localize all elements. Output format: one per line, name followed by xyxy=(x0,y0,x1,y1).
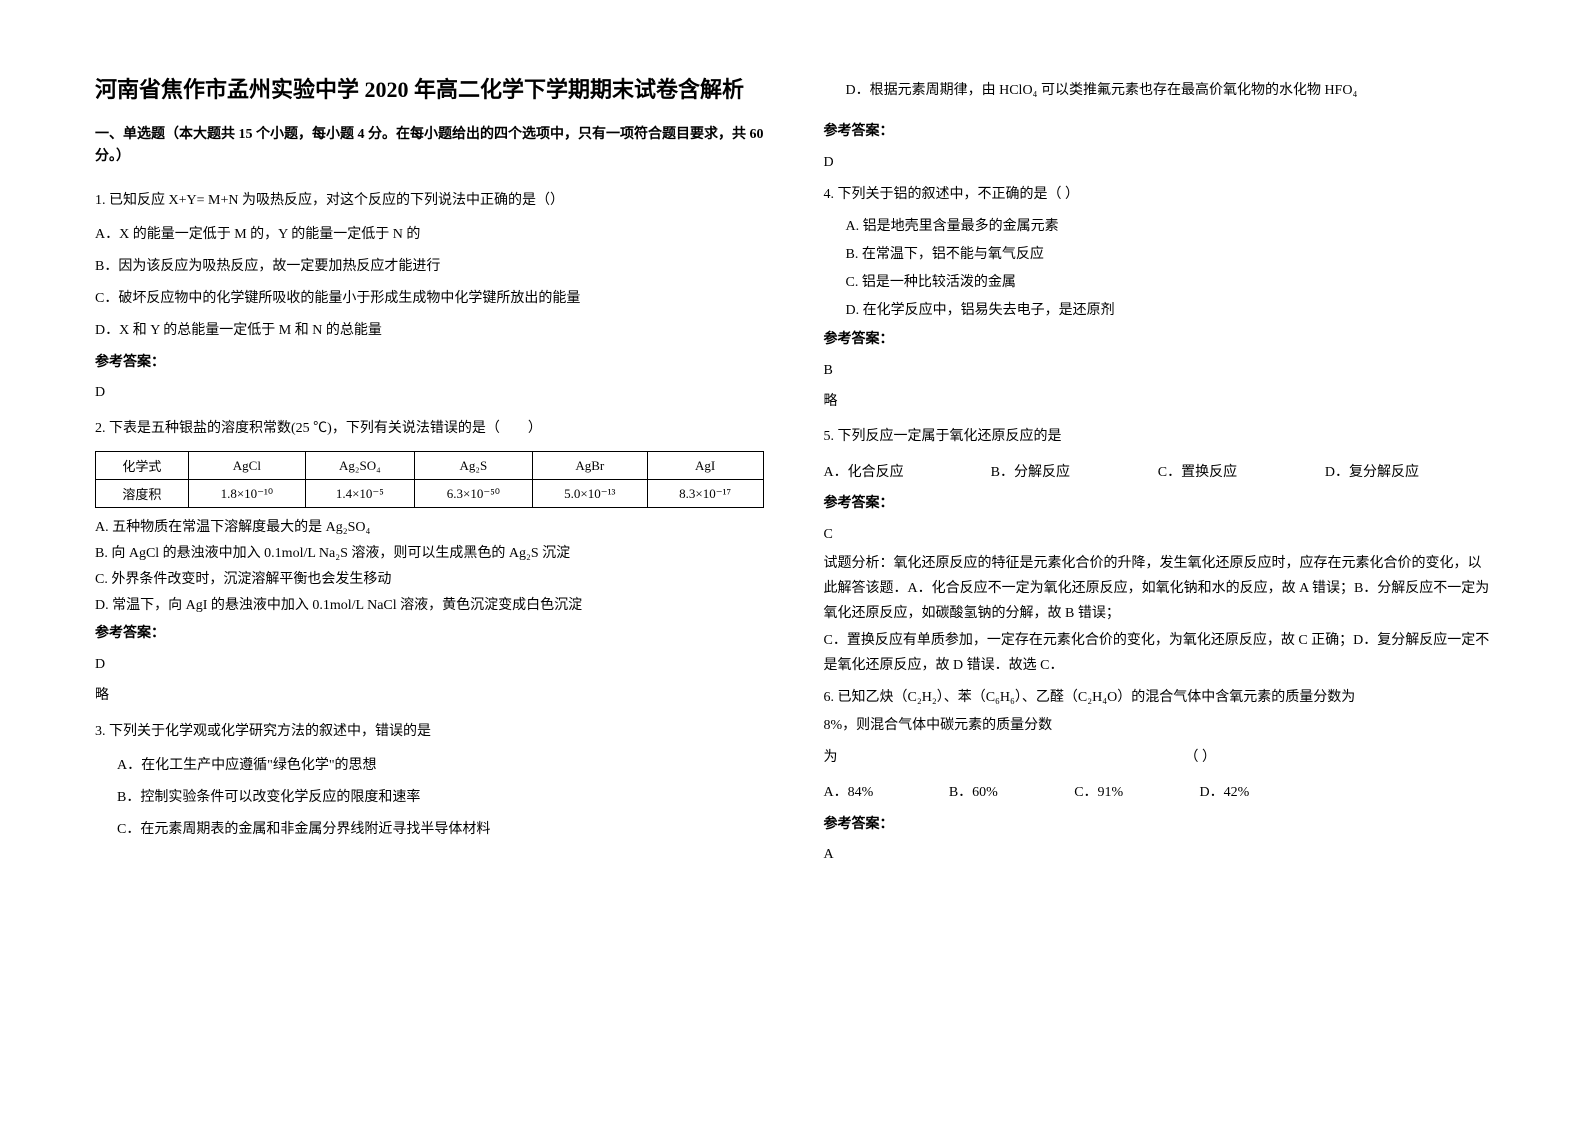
q4-answer: B xyxy=(824,356,1493,387)
table-cell: 1.4×10⁻⁵ xyxy=(305,480,414,508)
answer-label: 参考答案： xyxy=(95,348,764,379)
q4-opt-c: C. 铝是一种比较活泼的金属 xyxy=(824,269,1493,297)
table-row: 化学式 AgCl Ag₂SO₄ Ag₂S AgBr AgI xyxy=(96,452,764,480)
question-4: 4. 下列关于铝的叙述中，不正确的是（ ） A. 铝是地壳里含量最多的金属元素 … xyxy=(824,179,1493,418)
q6-opt-b: B．60% xyxy=(949,776,1074,810)
q6-answer: A xyxy=(824,840,1493,871)
table-cell: 6.3×10⁻⁵⁰ xyxy=(414,480,532,508)
q1-opt-c: C．破坏反应物中的化学键所吸收的能量小于形成生成物中化学键所放出的能量 xyxy=(95,283,764,315)
question-5: 5. 下列反应一定属于氧化还原反应的是 A．化合反应 B．分解反应 C．置换反应… xyxy=(824,421,1493,680)
table-cell: 溶度积 xyxy=(96,480,189,508)
q6-stem-1: 6. 已知乙炔（C₂H₂）、苯（C₆H₆）、乙醛（C₂H₄O）的混合气体中含氧元… xyxy=(824,685,1493,712)
q2-opt-a: A. 五种物质在常温下溶解度最大的是 Ag₂SO₄ xyxy=(95,516,764,540)
answer-label: 参考答案： xyxy=(824,489,1493,520)
table-cell: 1.8×10⁻¹⁰ xyxy=(188,480,305,508)
q3-answer: D xyxy=(824,148,1493,179)
q3-opt-b: B．控制实验条件可以改变化学反应的限度和速率 xyxy=(95,782,764,814)
q3-stem: 3. 下列关于化学观或化学研究方法的叙述中，错误的是 xyxy=(95,716,764,748)
q2-brief: 略 xyxy=(95,681,764,712)
q4-opt-b: B. 在常温下，铝不能与氧气反应 xyxy=(824,241,1493,269)
q5-answer: C xyxy=(824,520,1493,551)
q6-stem-3-row: 为 （ ） xyxy=(824,742,1493,774)
exam-title: 河南省焦作市孟州实验中学 2020 年高二化学下学期期末试卷含解析 xyxy=(95,75,764,106)
answer-label: 参考答案： xyxy=(824,325,1493,356)
table-cell: AgI xyxy=(647,452,763,480)
q5-explain-1: 试题分析：氧化还原反应的特征是元素化合价的升降，发生氧化还原反应时，应存在元素化… xyxy=(824,551,1493,627)
q3-opt-d: D．根据元素周期律，由 HClO₄ 可以类推氟元素也存在最高价氧化物的水化物 H… xyxy=(824,75,1493,107)
section-description: 一、单选题（本大题共 15 个小题，每小题 4 分。在每小题给出的四个选项中，只… xyxy=(95,124,764,169)
table-cell: 8.3×10⁻¹⁷ xyxy=(647,480,763,508)
q6-options-row: A．84% B．60% C．91% D．42% xyxy=(824,776,1325,810)
left-column: 河南省焦作市孟州实验中学 2020 年高二化学下学期期末试卷含解析 一、单选题（… xyxy=(95,75,764,1047)
q6-stem-3: 为 xyxy=(824,742,1185,774)
q2-stem: 2. 下表是五种银盐的溶度积常数(25 ℃)，下列有关说法错误的是（ ） xyxy=(95,413,764,445)
q4-opt-d: D. 在化学反应中，铝易失去电子，是还原剂 xyxy=(824,297,1493,325)
q3-opt-c: C．在元素周期表的金属和非金属分界线附近寻找半导体材料 xyxy=(95,814,764,846)
question-6: 6. 已知乙炔（C₂H₂）、苯（C₆H₆）、乙醛（C₂H₄O）的混合气体中含氧元… xyxy=(824,685,1493,872)
q5-stem: 5. 下列反应一定属于氧化还原反应的是 xyxy=(824,421,1493,453)
q6-blank: （ ） xyxy=(1184,742,1216,774)
answer-label: 参考答案： xyxy=(95,619,764,650)
q3-opt-a: A．在化工生产中应遵循"绿色化学"的思想 xyxy=(95,750,764,782)
q1-opt-d: D．X 和 Y 的总能量一定低于 M 和 N 的总能量 xyxy=(95,315,764,347)
q1-opt-b: B．因为该反应为吸热反应，故一定要加热反应才能进行 xyxy=(95,251,764,283)
q6-stem-2: 8%，则混合气体中碳元素的质量分数 xyxy=(824,713,1493,740)
q5-opt-a: A．化合反应 xyxy=(824,456,991,490)
q1-stem: 1. 已知反应 X+Y= M+N 为吸热反应，对这个反应的下列说法中正确的是（） xyxy=(95,185,764,217)
table-cell: AgBr xyxy=(532,452,647,480)
q1-answer: D xyxy=(95,378,764,409)
table-row: 溶度积 1.8×10⁻¹⁰ 1.4×10⁻⁵ 6.3×10⁻⁵⁰ 5.0×10⁻… xyxy=(96,480,764,508)
q5-opt-b: B．分解反应 xyxy=(991,456,1158,490)
q5-options-row: A．化合反应 B．分解反应 C．置换反应 D．复分解反应 xyxy=(824,456,1493,490)
question-3: 3. 下列关于化学观或化学研究方法的叙述中，错误的是 A．在化工生产中应遵循"绿… xyxy=(95,716,764,847)
q5-explain-2: C．置换反应有单质参加，一定存在元素化合价的变化，为氧化还原反应，故 C 正确；… xyxy=(824,628,1493,678)
q4-opt-a: A. 铝是地壳里含量最多的金属元素 xyxy=(824,213,1493,241)
answer-label: 参考答案： xyxy=(824,117,1493,148)
table-cell: Ag₂S xyxy=(414,452,532,480)
right-column: D．根据元素周期律，由 HClO₄ 可以类推氟元素也存在最高价氧化物的水化物 H… xyxy=(824,75,1493,1047)
solubility-table: 化学式 AgCl Ag₂SO₄ Ag₂S AgBr AgI 溶度积 1.8×10… xyxy=(95,451,764,508)
q4-brief: 略 xyxy=(824,387,1493,418)
q1-opt-a: A．X 的能量一定低于 M 的，Y 的能量一定低于 N 的 xyxy=(95,219,764,251)
q6-opt-d: D．42% xyxy=(1200,776,1325,810)
table-cell: 5.0×10⁻¹³ xyxy=(532,480,647,508)
q2-opt-d: D. 常温下，向 AgI 的悬浊液中加入 0.1mol/L NaCl 溶液，黄色… xyxy=(95,594,764,618)
table-cell: AgCl xyxy=(188,452,305,480)
q4-stem: 4. 下列关于铝的叙述中，不正确的是（ ） xyxy=(824,179,1493,211)
answer-label: 参考答案： xyxy=(824,810,1493,841)
table-cell: 化学式 xyxy=(96,452,189,480)
q6-opt-a: A．84% xyxy=(824,776,949,810)
q2-opt-c: C. 外界条件改变时，沉淀溶解平衡也会发生移动 xyxy=(95,568,764,592)
q5-opt-c: C．置换反应 xyxy=(1158,456,1325,490)
question-2: 2. 下表是五种银盐的溶度积常数(25 ℃)，下列有关说法错误的是（ ） 化学式… xyxy=(95,413,764,712)
q2-opt-b: B. 向 AgCl 的悬浊液中加入 0.1mol/L Na₂S 溶液，则可以生成… xyxy=(95,542,764,566)
q2-answer: D xyxy=(95,650,764,681)
q6-opt-c: C．91% xyxy=(1074,776,1199,810)
q5-opt-d: D．复分解反应 xyxy=(1325,456,1492,490)
table-cell: Ag₂SO₄ xyxy=(305,452,414,480)
question-1: 1. 已知反应 X+Y= M+N 为吸热反应，对这个反应的下列说法中正确的是（）… xyxy=(95,185,764,410)
